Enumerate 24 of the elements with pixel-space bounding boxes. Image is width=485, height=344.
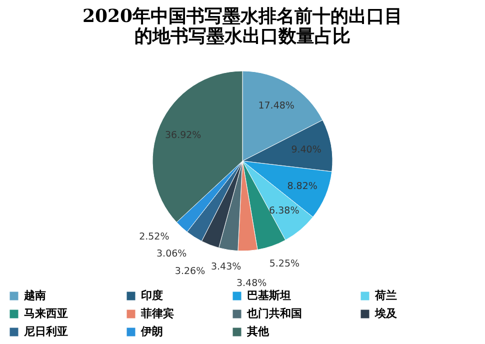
legend-label: 尼日利亚	[23, 325, 68, 338]
data-label: 8.82%	[287, 180, 318, 192]
legend-label: 马来西亚	[24, 307, 68, 320]
legend-label: 荷兰	[374, 289, 397, 302]
data-label: 3.48%	[236, 278, 267, 289]
legend-label: 越南	[23, 289, 46, 302]
data-label: 3.43%	[210, 262, 242, 273]
data-label: 5.25%	[269, 258, 300, 270]
legend-label: 其他	[246, 325, 270, 338]
legend-label: 印度	[141, 289, 163, 302]
data-label: 6.38%	[269, 206, 300, 217]
data-label: 36.92%	[164, 130, 202, 142]
data-label: 3.06%	[156, 248, 187, 260]
legend-label: 伊朗	[140, 325, 163, 338]
data-label: 3.26%	[174, 266, 206, 278]
data-label: 9.40%	[291, 144, 322, 156]
legend-label: 菲律宾	[140, 307, 174, 320]
text: 2020年中国书写墨水排名前十的出口目	[82, 6, 403, 27]
legend-label: 也门共和国	[246, 307, 302, 320]
legend-label: 巴基斯坦	[247, 289, 291, 302]
legend-label: 埃及	[374, 307, 398, 320]
text: 的地书写墨水出口数量占比	[134, 26, 350, 47]
data-label: 17.48%	[258, 100, 294, 112]
data-label: 2.52%	[139, 232, 170, 243]
